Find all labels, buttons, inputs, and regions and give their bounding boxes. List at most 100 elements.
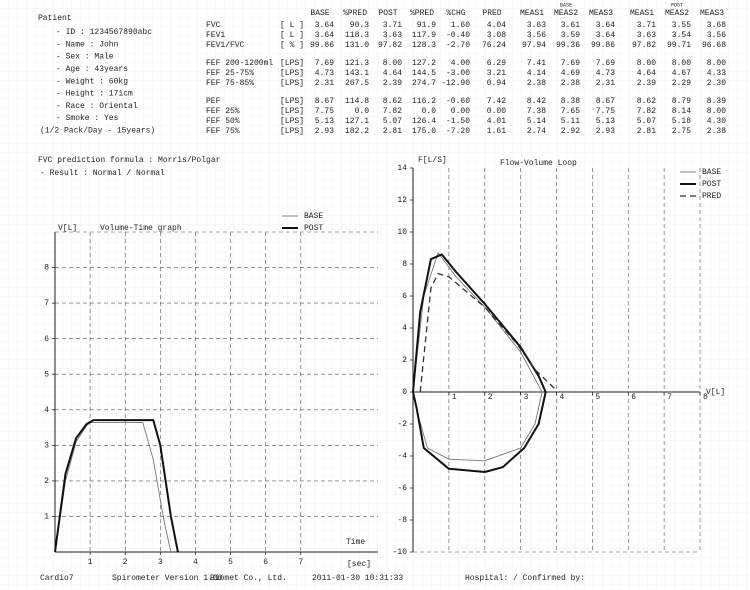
data-line [412, 253, 547, 473]
formula-line: FVC prediction formula : Morris/Polgar [38, 156, 221, 165]
table-cell: 4.64 [383, 69, 402, 78]
table-cell: 97.82 [632, 41, 656, 50]
table-cell: 8.79 [672, 97, 691, 106]
table-cell: 2.75 [672, 127, 691, 136]
row-label: FEF 200-1200ml [206, 59, 273, 68]
y-tick-label: 10 [397, 228, 407, 237]
row-unit: [LPS] [280, 79, 304, 88]
table-cell: 0.00 [451, 107, 470, 116]
y-tick-label: 0 [402, 388, 407, 397]
table-cell: 2.93 [315, 127, 334, 136]
table-cell: 2.81 [637, 127, 656, 136]
footer-text: Biomet Co., Ltd. [210, 574, 287, 583]
footer-text: Hospital: / Confirmed by: [465, 574, 585, 583]
table-cell: 4.73 [596, 69, 615, 78]
table-cell: 4.04 [487, 21, 506, 30]
table-cell: 3.59 [561, 31, 580, 40]
table-cell: 3.64 [315, 31, 334, 40]
row-unit: [LPS] [280, 127, 304, 136]
table-cell: 8.62 [637, 97, 656, 106]
table-cell: 3.64 [315, 21, 334, 30]
row-unit: [LPS] [280, 69, 304, 78]
table-cell: 2.38 [527, 79, 546, 88]
patient-line: - Smoke : Yes [56, 114, 119, 123]
table-cell: 8.62 [383, 97, 402, 106]
data-line [419, 272, 557, 393]
table-cell: 7.82 [637, 107, 656, 116]
table-cell: 2.30 [707, 79, 726, 88]
table-cell: 3.64 [596, 31, 615, 40]
table-cell: 5.13 [596, 117, 615, 126]
table-cell: 7.82 [383, 107, 402, 116]
row-unit: [LPS] [280, 107, 304, 116]
table-cell: 127.2 [412, 59, 436, 68]
table-cell: 8.14 [672, 107, 691, 116]
row-unit: [LPS] [280, 117, 304, 126]
column-header: %PRED [410, 9, 434, 18]
row-label: FEF 50% [206, 117, 240, 126]
y-tick-label: 2 [44, 477, 49, 486]
x-tick-label: 2 [123, 558, 128, 567]
table-cell: 2.31 [596, 79, 615, 88]
table-cell: 5.18 [672, 117, 691, 126]
table-cell: 3.71 [383, 21, 402, 30]
patient-line: - Name : John [56, 40, 119, 49]
table-cell: 2.39 [637, 79, 656, 88]
table-cell: 3.63 [527, 21, 546, 30]
table-cell: 2.29 [672, 79, 691, 88]
table-cell: 5.07 [383, 117, 402, 126]
y-tick-label: -6 [397, 484, 407, 493]
y-tick-label: 5 [44, 370, 49, 379]
x-tick-label: 4 [193, 558, 198, 567]
x-axis-unit: [sec] [347, 560, 371, 569]
y-tick-label: 2 [402, 356, 407, 365]
table-cell: 2.93 [596, 127, 615, 136]
patient-line: - Sex : Male [56, 53, 114, 62]
x-tick-label: 1 [452, 393, 457, 402]
table-cell: 7.69 [315, 59, 334, 68]
column-header: %CHG [446, 9, 465, 18]
table-cell: 99.71 [667, 41, 691, 50]
row-label: FEF 75-85% [206, 79, 254, 88]
table-cell: 2.31 [315, 79, 334, 88]
table-cell: 3.61 [561, 21, 580, 30]
legend-label: BASE [702, 168, 721, 177]
table-cell: -3.00 [446, 69, 470, 78]
table-cell: 5.11 [561, 117, 580, 126]
legend-label: POST [304, 224, 323, 233]
table-cell: 90.3 [350, 21, 369, 30]
column-header: MEAS2 [554, 9, 578, 18]
table-cell: 126.4 [412, 117, 436, 126]
y-tick-label: 7 [44, 299, 49, 308]
column-header: MEAS1 [630, 9, 654, 18]
footer-text: Spirometer Version 1.00 [112, 574, 223, 583]
table-cell: 3.63 [383, 31, 402, 40]
table-cell: 4.01 [487, 117, 506, 126]
chart-title: Flow-Volume Loop [500, 159, 577, 168]
table-cell: 7.69 [561, 59, 580, 68]
y-tick-label: 6 [402, 292, 407, 301]
table-cell: 8.42 [527, 97, 546, 106]
table-cell: 7.38 [527, 107, 546, 116]
column-header: MEAS3 [700, 9, 724, 18]
table-cell: 127.1 [345, 117, 369, 126]
table-cell: -7.20 [446, 127, 470, 136]
table-cell: 182.2 [345, 127, 369, 136]
patient-line: - Age : 43years [56, 65, 128, 74]
table-cell: 116.2 [412, 97, 436, 106]
table-cell: -1.50 [446, 117, 470, 126]
x-tick-label: 2 [488, 393, 493, 402]
y-tick-label: 3 [44, 441, 49, 450]
table-cell: 131.0 [345, 41, 369, 50]
y-tick-label: -8 [397, 516, 407, 525]
x-tick-label: 6 [631, 393, 636, 402]
patient-heading: Patient [38, 14, 72, 23]
legend-label: POST [702, 180, 721, 189]
column-header: MEAS3 [589, 9, 613, 18]
y-tick-label: 8 [44, 264, 49, 273]
x-axis-label: V[L] [706, 388, 725, 397]
table-cell: 7.75 [315, 107, 334, 116]
table-cell: 3.08 [487, 31, 506, 40]
row-label: FVC [206, 21, 221, 30]
